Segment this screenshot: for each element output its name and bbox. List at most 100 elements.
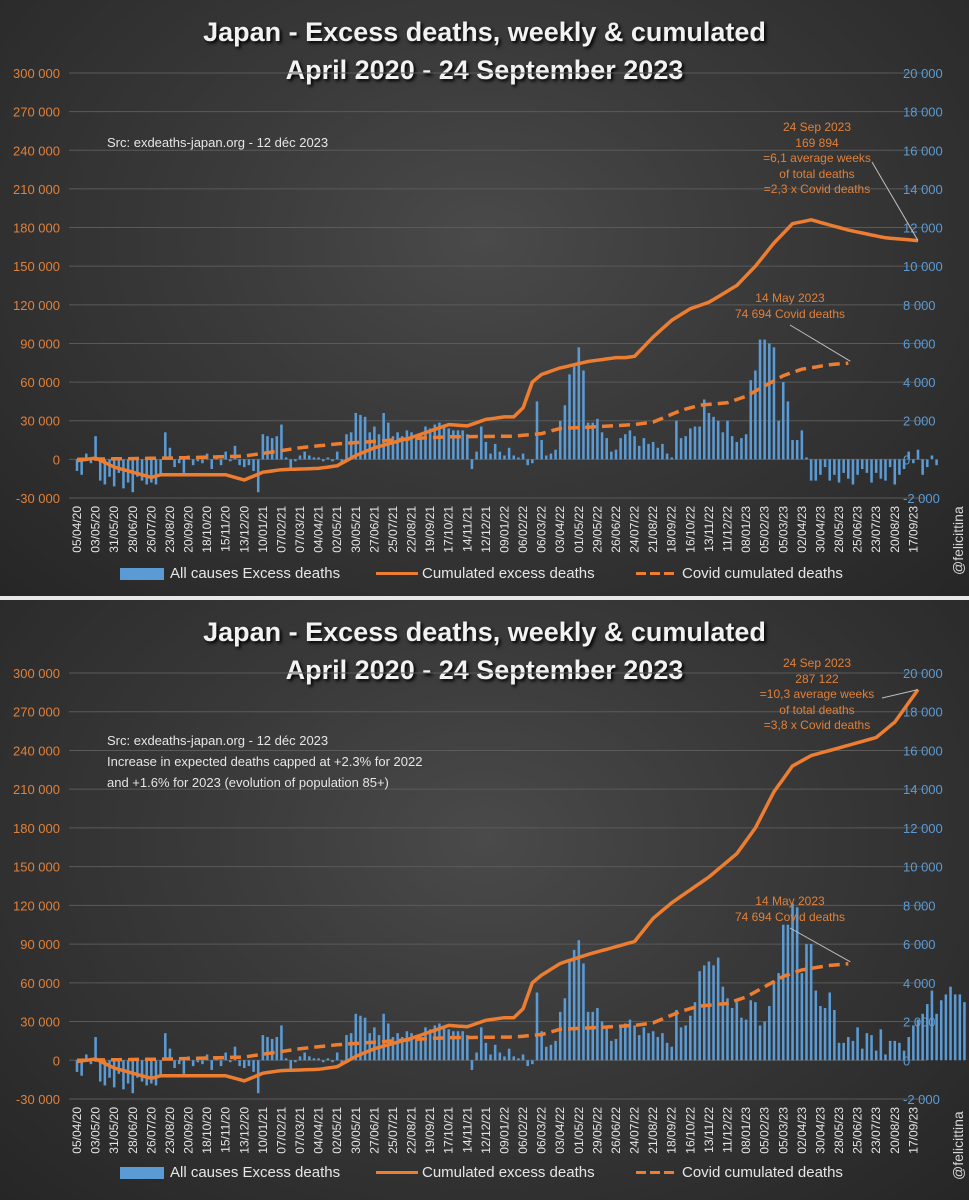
x-axis-tick-label: 17/09/23 [906,506,920,553]
excess-deaths-bar [916,1019,920,1061]
x-axis-tick-label: 15/11/20 [219,506,233,552]
x-axis-tick-label: 26/07/20 [144,1107,158,1154]
left-axis-tick-label: 30 000 [20,1015,60,1030]
legend-bar: All causes Excess deaths [120,1164,340,1181]
excess-deaths-bar [902,459,906,470]
excess-deaths-bar [164,432,167,460]
excess-deaths-bar [907,451,910,460]
excess-deaths-bar [675,1009,678,1061]
excess-deaths-bar [405,1031,409,1061]
author-credit: @felicittina [950,1111,966,1180]
right-axis-tick-label: 4 000 [903,375,936,390]
excess-deaths-bar [939,1000,943,1061]
x-axis-tick-label: 30/05/21 [349,1107,363,1154]
excess-deaths-bar [531,459,534,464]
annotation-line: 74 694 Covid deaths [734,909,846,924]
x-axis-tick-label: 04/04/21 [312,506,326,553]
x-axis-tick-label: 02/04/23 [795,506,809,553]
x-axis-tick-label: 24/07/22 [628,1107,642,1154]
excess-deaths-bar [154,459,158,485]
right-axis-tick-label: 14 000 [903,182,943,197]
final-value-annotation: 24 Sep 2023 169 894 =6,1 average weeks o… [752,120,882,198]
excess-deaths-bar [781,924,785,1061]
excess-deaths-bar [963,1002,966,1061]
excess-deaths-bar [754,1002,757,1061]
excess-deaths-bar [870,459,873,483]
excess-deaths-bar [596,418,599,460]
excess-deaths-bar [860,1048,864,1061]
excess-deaths-bar [414,1038,418,1061]
excess-deaths-bar [261,1035,265,1061]
right-axis-tick-label: 8 000 [903,298,936,313]
source-note: Src: exdeaths-japan.org - 12 déc 2023 [107,132,328,153]
excess-deaths-bar [763,1021,766,1061]
excess-deaths-bar [772,347,776,460]
excess-deaths-bar [159,1060,162,1076]
cumulated-excess-line [76,688,920,1083]
excess-deaths-bar [131,1060,135,1094]
excess-deaths-bar [763,339,766,460]
excess-deaths-bar [656,1037,660,1061]
excess-deaths-bar [693,426,697,460]
x-axis-tick-label: 10/01/21 [256,506,270,553]
x-axis-tick-label: 03/04/22 [553,506,567,553]
excess-deaths-bar [298,455,302,460]
excess-deaths-bar [150,459,153,483]
excess-deaths-bar [661,1033,664,1061]
x-axis-tick-label: 24/07/22 [628,506,642,553]
excess-deaths-bar [456,1031,460,1061]
excess-deaths-bar [828,459,831,481]
annotation-line: 287 122 [795,671,839,686]
excess-deaths-bar [916,449,920,460]
excess-deaths-bar [591,1011,595,1061]
excess-deaths-bar [419,436,423,460]
excess-deaths-bar [136,459,139,477]
excess-deaths-bar [568,374,571,460]
right-axis-tick-label: 12 000 [903,221,943,236]
excess-deaths-bar [842,1042,845,1061]
left-axis-tick-label: 150 000 [13,259,60,274]
excess-deaths-bar [191,1060,195,1067]
chart-title: Japan - Excess deaths, weekly & cumulate… [203,17,766,47]
excess-deaths-bar [851,459,855,485]
excess-deaths-bar [865,1033,869,1061]
excess-deaths-bar [828,992,831,1061]
left-axis-tick-label: 60 000 [20,375,60,390]
excess-deaths-bar [89,459,93,464]
excess-deaths-bar [651,441,655,460]
excess-deaths-bar [679,438,683,460]
left-axis-tick-label: 180 000 [13,221,60,236]
x-axis-tick-label: 18/09/22 [665,1107,679,1154]
excess-deaths-bar [642,1027,646,1061]
excess-deaths-bar [112,459,116,487]
chart-title: Japan - Excess deaths, weekly & cumulate… [203,617,766,647]
excess-deaths-bar [270,1038,274,1061]
excess-deaths-bar [368,1033,371,1061]
x-axis-tick-label: 07/02/21 [274,1107,288,1154]
excess-deaths-bar [298,1056,302,1061]
excess-deaths-bar [814,990,818,1061]
excess-deaths-bar [628,1019,632,1061]
excess-deaths-bar [164,1033,167,1061]
excess-deaths-bar [405,430,409,460]
x-axis-tick-label: 29/05/22 [590,1107,604,1154]
annotation-leader-line [871,161,919,241]
excess-deaths-bar [475,1052,478,1061]
x-axis-tick-label: 26/06/22 [609,1107,623,1154]
x-axis-tick-label: 17/10/21 [442,1107,456,1154]
x-axis-tick-label: 07/03/21 [293,1107,307,1154]
annotation-line: 169 894 [795,135,839,150]
excess-deaths-bar [898,1042,901,1061]
x-axis-tick-label: 22/08/21 [405,1107,419,1154]
excess-deaths-bar [466,1035,469,1061]
x-axis-tick-label: 21/08/22 [646,506,660,553]
left-axis-tick-label: 300 000 [13,66,60,81]
left-axis-tick-label: 0 [53,1053,60,1068]
annotation-leader-line [789,324,851,362]
excess-deaths-bar [507,447,511,460]
excess-deaths-bar [94,1037,97,1061]
excess-deaths-bar [884,1054,887,1061]
x-axis-tick-label: 27/06/21 [367,506,381,553]
left-axis-tick-label: 300 000 [13,666,60,681]
excess-deaths-bar [512,1056,516,1061]
